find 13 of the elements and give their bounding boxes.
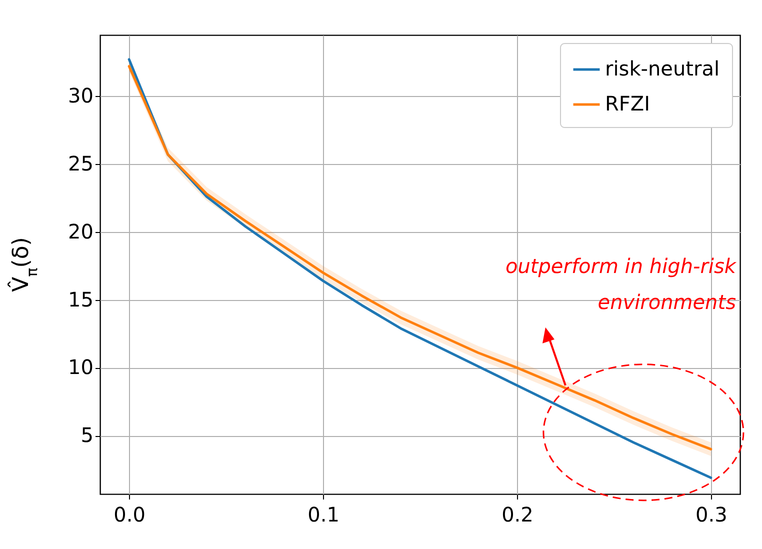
legend-label: RFZI <box>605 92 650 116</box>
annotation: outperform in high-risk environments <box>505 254 738 314</box>
x-tick-label: 0.0 <box>114 502 146 526</box>
x-tick-label: 0.3 <box>696 502 728 526</box>
y-tick-label: 25 <box>68 152 94 176</box>
x-tick-label: 0.2 <box>502 502 534 526</box>
y-tick-label: 10 <box>68 355 94 380</box>
y-tick-label: 20 <box>68 219 94 244</box>
y-tick-label: 15 <box>68 287 94 312</box>
legend-label: risk-neutral <box>605 56 720 80</box>
x-tick-label: 0.1 <box>308 502 340 526</box>
y-tick-label: 5 <box>80 423 94 448</box>
y-tick-label: 30 <box>68 84 94 108</box>
